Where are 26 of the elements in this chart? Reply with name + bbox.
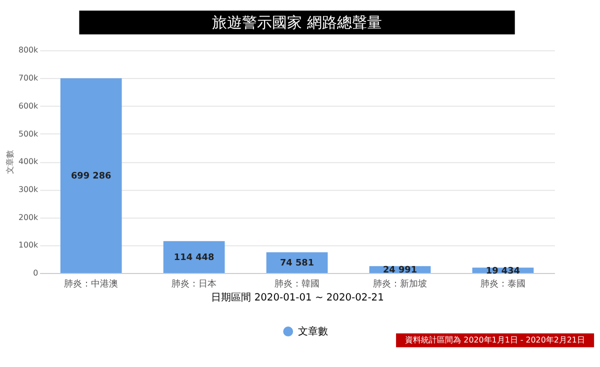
text: 699 286: [70, 172, 112, 182]
chart-title: 旅遊警示國家 網路總聲量: [212, 13, 382, 32]
y-tick-label: 400k: [18, 157, 39, 166]
y-tick-label: 0: [33, 268, 38, 278]
x-tick-label: 肺炎：日本: [172, 278, 217, 290]
y-tick-label: 100k: [18, 240, 39, 250]
bar: [60, 78, 122, 274]
bar: [163, 241, 225, 274]
y-tick-label: 800k: [18, 46, 39, 55]
y-tick-label: 700k: [18, 74, 39, 83]
text: 資料統計區間為 2020年1月1日 - 2020年2月21日: [405, 335, 585, 344]
y-tick-label: 300k: [18, 184, 39, 194]
x-tick-label: 肺炎：新加坡: [373, 278, 427, 290]
x-tick-label: 肺炎：中港澳: [64, 278, 118, 290]
text: 114 448: [174, 253, 214, 264]
x-tick-label: 肺炎：韓國: [274, 278, 320, 290]
y-tick-label: 600k: [18, 101, 39, 110]
y-tick-label: 200k: [18, 212, 39, 222]
y-tick-label: 500k: [18, 129, 39, 138]
y-axis-title: 文章數: [5, 150, 14, 174]
legend-label: 文章數: [298, 325, 328, 338]
text: 19 434: [486, 266, 520, 276]
x-tick-label: 肺炎：泰國: [480, 278, 526, 290]
x-axis-title: 日期區間 2020-01-01 ~ 2020-02-21: [211, 291, 384, 304]
text: 74 581: [280, 258, 314, 269]
text: 24 991: [382, 266, 418, 276]
